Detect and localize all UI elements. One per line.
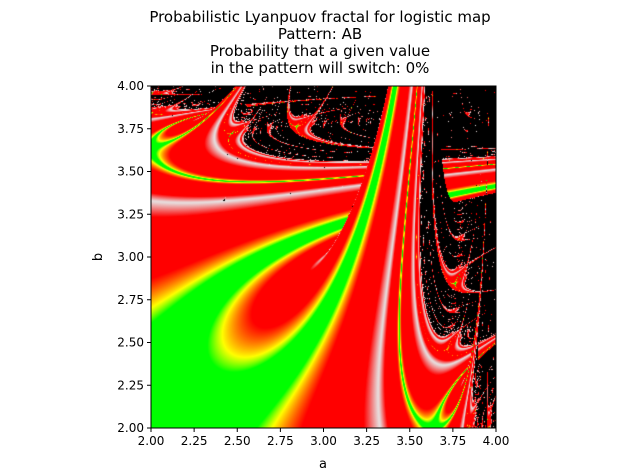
x-tick-label-2: 2.50 xyxy=(224,434,251,448)
x-tick-label-6: 3.50 xyxy=(396,434,423,448)
y-tick-label-2: 2.50 xyxy=(117,336,144,350)
y-tick-label-6: 3.50 xyxy=(117,165,144,179)
x-tick-label-1: 2.25 xyxy=(181,434,208,448)
y-tick-label-7: 3.75 xyxy=(117,122,144,136)
lyapunov-heatmap xyxy=(151,86,496,428)
chart-title-line-2: Pattern: AB xyxy=(277,25,363,43)
x-tick-label-3: 2.75 xyxy=(267,434,294,448)
x-tick-label-4: 3.00 xyxy=(310,434,337,448)
y-axis: 2.00 2.25 2.50 2.75 3.00 3.25 3.50 3.75 4.00 xyxy=(117,79,151,435)
x-axis: 2.00 2.25 2.50 2.75 3.00 3.25 3.50 3.75 4.00 xyxy=(138,428,510,448)
x-tick-label-8: 4.00 xyxy=(483,434,510,448)
y-tick-label-5: 3.25 xyxy=(117,207,144,221)
y-tick-label-4: 3.00 xyxy=(117,250,144,264)
x-tick-label-0: 2.00 xyxy=(138,434,165,448)
x-axis-label: a xyxy=(319,457,327,472)
chart-title-line-1: Probabilistic Lyanpuov fractal for logis… xyxy=(149,8,491,26)
y-tick-label-0: 2.00 xyxy=(117,421,144,435)
heatmap-plot-area xyxy=(151,86,496,428)
chart-title-line-4: in the pattern will switch: 0% xyxy=(210,59,430,77)
y-tick-label-8: 4.00 xyxy=(117,79,144,93)
y-axis-label: b xyxy=(91,253,106,261)
x-tick-label-7: 3.75 xyxy=(440,434,467,448)
y-tick-label-1: 2.25 xyxy=(117,378,144,392)
x-tick-label-5: 3.25 xyxy=(353,434,380,448)
chart-title-line-3: Probability that a given value xyxy=(209,42,431,60)
y-tick-label-3: 2.75 xyxy=(117,293,144,307)
